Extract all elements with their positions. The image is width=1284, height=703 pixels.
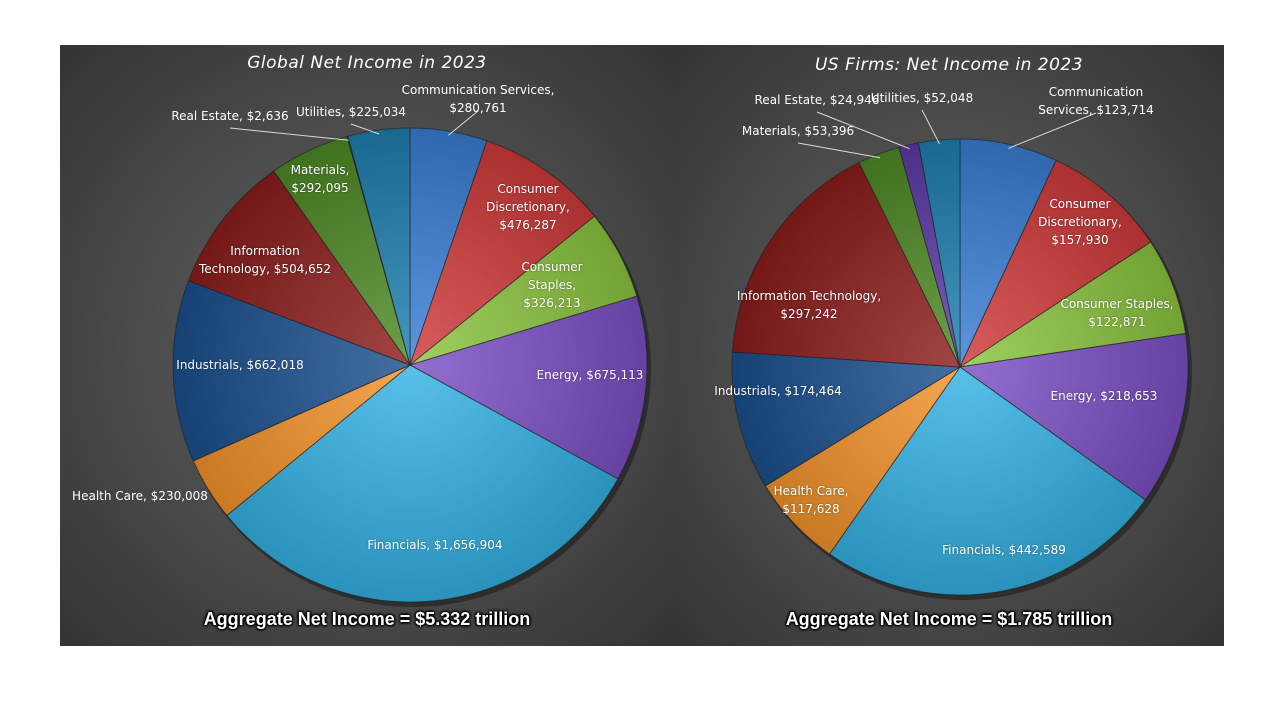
- slice-label-line: Information Technology,: [736, 289, 882, 303]
- chart-title: US Firms: Net Income in 2023: [814, 55, 1084, 75]
- global-chart-panel: Global Net Income in 2023 Communication …: [60, 45, 674, 646]
- slice-label-line: $117,628: [782, 502, 840, 516]
- slice-label-line: Industrials, $662,018: [176, 358, 304, 372]
- slice-label-fin: Financials, $442,589: [942, 541, 1066, 559]
- leader-line-ut: [350, 123, 380, 135]
- slice-label-line: Materials,: [290, 163, 350, 177]
- slice-label-line: $280,761: [449, 101, 507, 115]
- slice-label-line: Financials, $442,589: [942, 543, 1066, 557]
- slice-label-line: Utilities, $225,034: [295, 105, 407, 119]
- slice-label-line: Services, $123,714: [1038, 103, 1154, 117]
- pie-slice-cd: [958, 159, 1152, 369]
- pie-slice-cd: [408, 140, 596, 367]
- slice-label-line: Financials, $1,656,904: [367, 538, 503, 552]
- us-chart-panel: US Firms: Net Income in 2023 Communicati…: [674, 45, 1224, 646]
- us-pie-chart: [731, 109, 1192, 600]
- slice-label-line: Materials, $53,396: [741, 124, 855, 138]
- slice-label-line: $292,095: [291, 181, 349, 195]
- slice-label-stp: Consumer Staples, $122,871: [1060, 295, 1173, 331]
- leader-line-mat: [797, 142, 881, 159]
- slice-label-line: Real Estate, $24,946: [754, 93, 880, 107]
- slice-label-line: $326,213: [523, 296, 581, 310]
- slice-label-en: Energy, $218,653: [1051, 387, 1158, 405]
- chart-footer: Aggregate Net Income = $1.785 trillion: [785, 609, 1113, 629]
- pie-slice-en: [408, 295, 648, 480]
- slice-label-line: Health Care, $230,008: [72, 489, 208, 503]
- pie-slice-fin: [226, 364, 619, 603]
- slice-label-ut: Utilities, $225,034: [296, 103, 406, 121]
- slice-label-line: Information: [230, 244, 300, 258]
- pie-slice-ind: [731, 351, 962, 487]
- slice-label-re: Real Estate, $24,946: [755, 91, 880, 109]
- slice-label-line: Health Care,: [773, 484, 849, 498]
- pie-slice-it: [731, 161, 961, 368]
- slice-label-it: Information Technology, $504,652: [199, 242, 331, 278]
- slice-label-fin: Financials, $1,656,904: [367, 536, 502, 554]
- slice-label-line: Consumer Staples,: [1060, 297, 1174, 311]
- slice-label-hc: Health Care, $117,628: [774, 482, 849, 518]
- slice-label-line: Communication Services,: [401, 83, 555, 97]
- slice-label-line: $157,930: [1051, 233, 1109, 247]
- slice-label-line: Discretionary,: [1038, 215, 1122, 229]
- slice-label-it: Information Technology, $297,242: [737, 287, 881, 323]
- slice-label-cs: Communication Services, $123,714: [1038, 83, 1154, 119]
- pie-slice-fin: [828, 366, 1146, 596]
- slice-label-mat: Materials, $53,396: [742, 122, 854, 140]
- slice-label-line: Energy, $675,113: [536, 368, 644, 382]
- slice-label-stp: Consumer Staples, $326,213: [521, 258, 582, 312]
- slice-label-line: Consumer: [1049, 197, 1111, 211]
- pie-slice-ut: [917, 138, 961, 368]
- pie-slice-it: [187, 170, 412, 367]
- slice-label-en: Energy, $675,113: [537, 366, 644, 384]
- pie-slice-en: [958, 332, 1189, 501]
- slice-label-cs: Communication Services, $280,761: [402, 81, 555, 117]
- slice-label-hc: Health Care, $230,008: [72, 487, 208, 505]
- slice-label-line: Discretionary,: [486, 200, 570, 214]
- chart-footer: Aggregate Net Income = $5.332 trillion: [203, 609, 531, 629]
- leader-line-re: [229, 127, 349, 141]
- pie-slice-ind: [172, 280, 412, 462]
- global-pie-chart: [172, 110, 651, 607]
- slice-label-line: Technology, $504,652: [198, 262, 332, 276]
- slice-label-line: $122,871: [1088, 315, 1146, 329]
- slice-label-mat: Materials, $292,095: [291, 161, 350, 197]
- slice-label-line: Energy, $218,653: [1050, 389, 1158, 403]
- slice-label-line: Consumer: [521, 260, 583, 274]
- slice-label-line: $476,287: [499, 218, 557, 232]
- pie-slice-ut: [347, 127, 411, 366]
- slice-label-cd: Consumer Discretionary, $157,930: [1038, 195, 1122, 249]
- slice-label-line: Communication: [1048, 85, 1144, 99]
- leader-line-re: [816, 111, 910, 150]
- slice-label-line: Consumer: [497, 182, 559, 196]
- slice-label-line: Industrials, $174,464: [714, 384, 842, 398]
- slice-label-line: Real Estate, $2,636: [171, 109, 289, 123]
- slice-label-ind: Industrials, $174,464: [714, 382, 841, 400]
- chart-title: Global Net Income in 2023: [247, 53, 487, 73]
- leader-line-cs: [448, 110, 479, 136]
- slice-label-ind: Industrials, $662,018: [176, 356, 303, 374]
- slice-label-line: Utilities, $52,048: [870, 91, 974, 105]
- slice-label-ut: Utilities, $52,048: [871, 89, 973, 107]
- slice-label-line: Staples,: [527, 278, 577, 292]
- slice-label-re: Real Estate, $2,636: [171, 107, 288, 125]
- slice-label-cd: Consumer Discretionary, $476,287: [486, 180, 570, 234]
- leader-line-ut: [921, 109, 940, 145]
- slice-label-line: $297,242: [780, 307, 838, 321]
- leader-line-cs: [1008, 112, 1097, 149]
